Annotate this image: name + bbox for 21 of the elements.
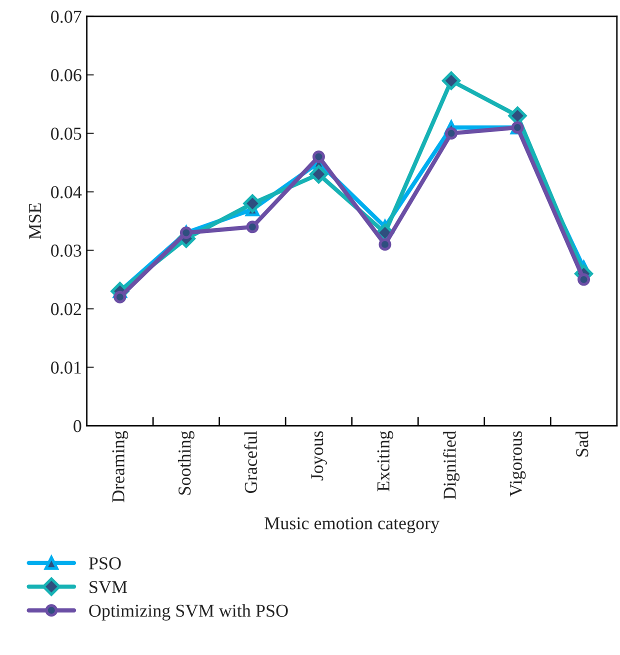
x-tick-label: Dignified <box>442 430 460 500</box>
legend-label: PSO <box>88 557 121 570</box>
x-tick-label: Dreaming <box>112 430 128 502</box>
y-tick-label: 0.07 <box>51 10 82 23</box>
legend-label: SVM <box>90 581 128 594</box>
x-tick-label: Soothing <box>178 430 194 495</box>
y-tick-label: 0 <box>74 420 82 432</box>
y-tick-label: 0.01 <box>51 362 81 374</box>
legend-label: Optimizing SVM with PSO <box>89 604 288 621</box>
y-tick-label: 0.04 <box>51 186 82 198</box>
y-tick-label: 0.02 <box>51 303 81 316</box>
x-tick-label: Graceful <box>244 430 257 494</box>
y-axis-title: MSE <box>28 203 42 240</box>
x-tick-label: Joyous <box>311 431 327 480</box>
x-tick-label: Exciting <box>377 430 394 492</box>
y-tick-label: 0.06 <box>51 69 82 82</box>
y-tick-label: 0.05 <box>51 128 82 140</box>
y-tick-label: 0.03 <box>51 244 82 257</box>
x-axis-title: Music emotion category <box>264 517 440 534</box>
x-tick-label: Vigorous <box>510 431 526 497</box>
x-tick-label: Sad <box>576 430 588 456</box>
